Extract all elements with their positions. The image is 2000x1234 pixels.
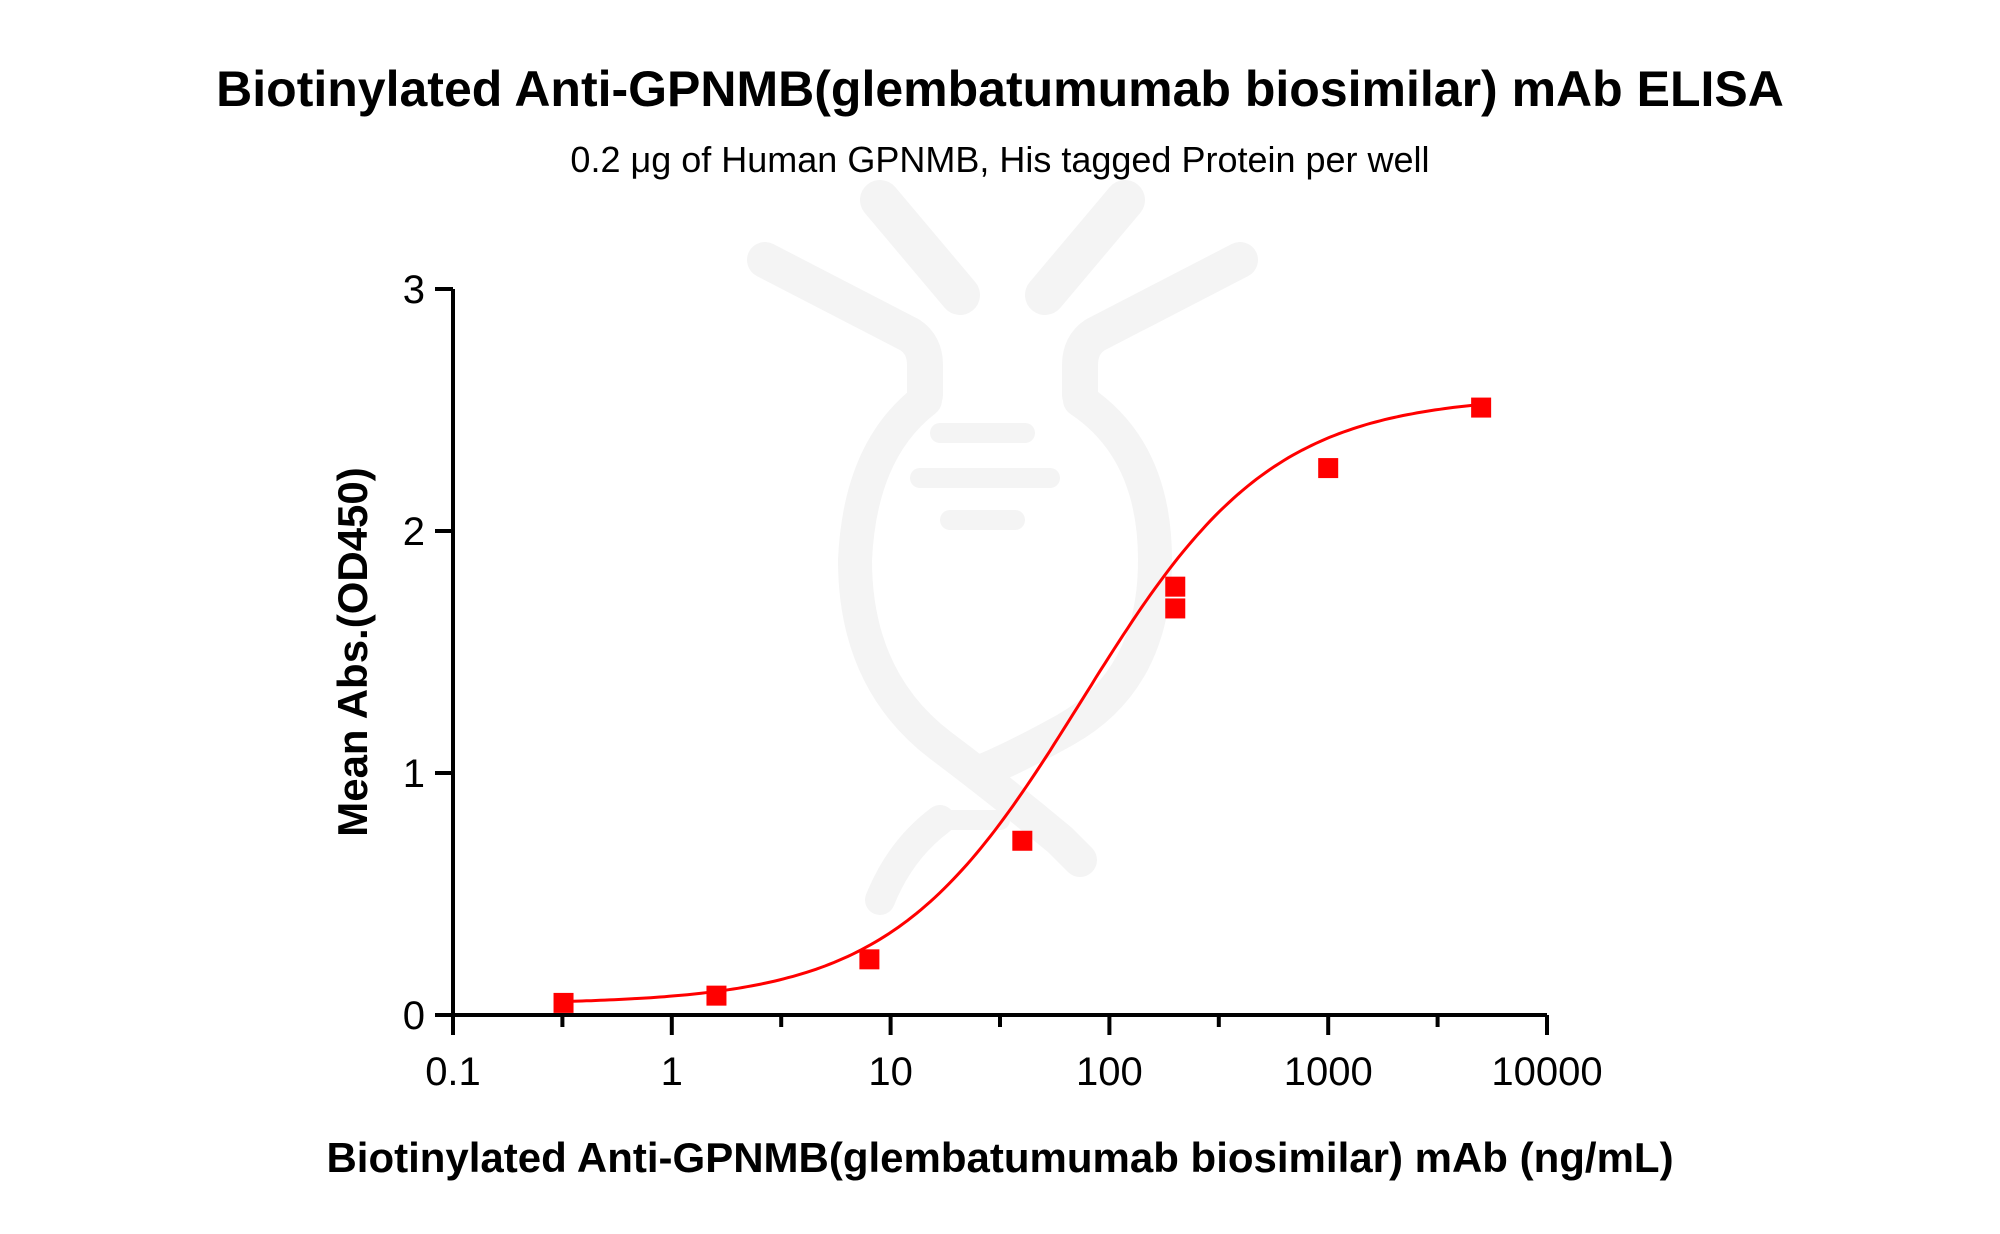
y-ticks: 0 1 2 3	[403, 268, 453, 1038]
watermark-helix-lower-left	[865, 805, 955, 915]
y-tick-label: 3	[403, 268, 425, 312]
x-tick-label: 100	[1076, 1050, 1143, 1094]
data-point	[553, 992, 574, 1013]
y-tick-label: 2	[403, 510, 425, 554]
watermark-helix-right	[968, 383, 1172, 787]
data-markers	[553, 397, 1492, 1013]
watermark-arm-left	[747, 242, 943, 413]
fit-curve	[563, 403, 1482, 1003]
watermark-helix-left	[838, 383, 1097, 877]
data-point	[859, 949, 880, 970]
y-tick-label: 1	[403, 752, 425, 796]
x-tick-label: 1	[661, 1050, 683, 1094]
fit-curves	[563, 403, 1482, 1003]
x-ticks: 0.1 1 10 100 1000 10000	[425, 1015, 1603, 1094]
y-axis-title: Mean Abs.(OD450)	[329, 467, 376, 837]
watermark-antenna-left	[860, 180, 980, 315]
chart-subtitle: 0.2 μg of Human GPNMB, His tagged Protei…	[570, 139, 1429, 180]
x-tick-label: 0.1	[425, 1050, 481, 1094]
data-point	[1471, 397, 1492, 418]
data-point	[706, 985, 727, 1006]
watermark-antenna-right	[1025, 180, 1145, 315]
x-tick-label: 10	[868, 1050, 913, 1094]
x-axis-title: Biotinylated Anti-GPNMB(glembatumumab bi…	[326, 1134, 1673, 1181]
x-tick-label: 10000	[1491, 1050, 1602, 1094]
chart-title: Biotinylated Anti-GPNMB(glembatumumab bi…	[216, 61, 1784, 117]
data-point	[1165, 598, 1186, 619]
data-point	[1318, 458, 1339, 479]
axes	[451, 289, 1547, 1017]
watermark-arm-right	[1062, 242, 1258, 413]
watermark-logo	[747, 180, 1258, 915]
y-tick-label: 0	[403, 994, 425, 1038]
data-point	[1165, 576, 1186, 597]
data-point	[1012, 830, 1033, 851]
x-tick-label: 1000	[1284, 1050, 1373, 1094]
